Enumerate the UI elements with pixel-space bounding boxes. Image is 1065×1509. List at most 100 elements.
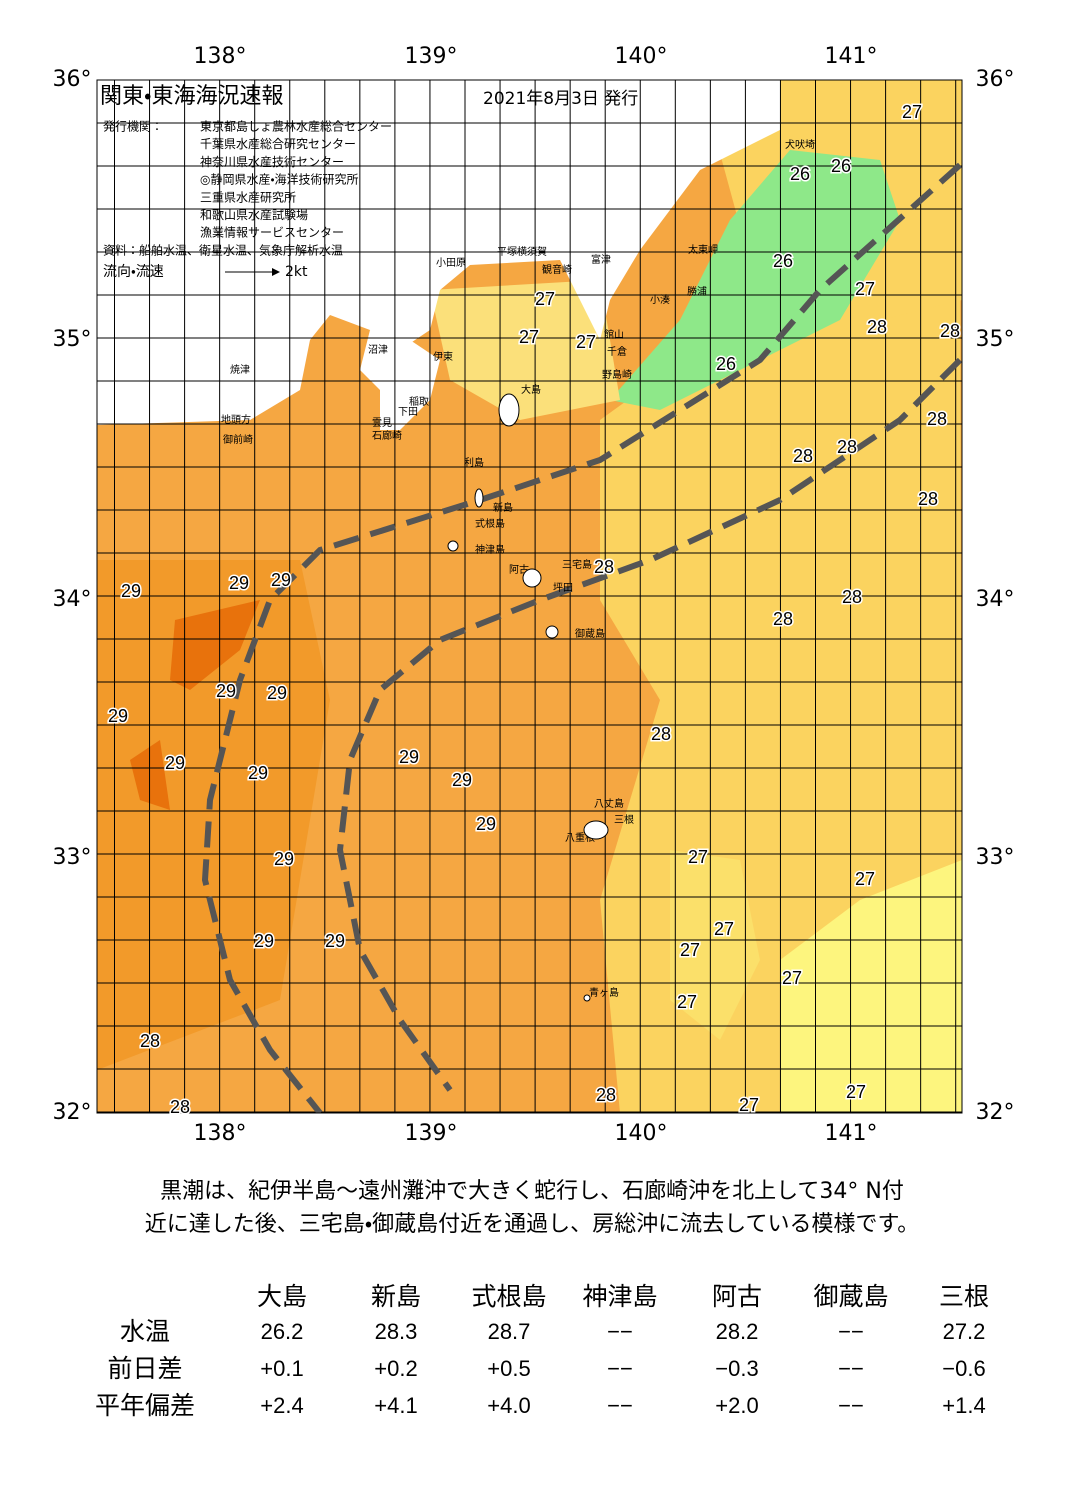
lat-label: 36° (976, 67, 1015, 92)
table-cell: 28.2 (716, 1319, 759, 1344)
place-name: 小湊 (650, 293, 670, 306)
table-cell: +0.1 (260, 1356, 303, 1381)
place-name: 館山 (604, 328, 624, 341)
temperature-label: 28 (594, 557, 614, 577)
place-name: 雲見 (372, 417, 392, 429)
table-cell: 28.7 (488, 1319, 531, 1344)
temperature-label: 29 (452, 770, 472, 790)
temperature-label: 27 (855, 279, 875, 299)
warm-area (97, 560, 330, 1070)
temperature-label: 28 (596, 1085, 616, 1105)
table-header: 阿古 (712, 1282, 762, 1311)
place-name: 大島 (521, 383, 541, 396)
temperature-label: 29 (248, 763, 268, 783)
temperature-label: 27 (846, 1082, 866, 1102)
temperature-label: 29 (274, 849, 294, 869)
row-label: 水温 (120, 1317, 170, 1346)
legend-scale: 2kt (285, 264, 308, 280)
table-cell: −− (607, 1393, 633, 1418)
temperature-label: 29 (325, 931, 345, 951)
place-name: 阿古 (509, 563, 529, 576)
temperature-label: 29 (165, 753, 185, 773)
place-name: 新島 (493, 501, 513, 514)
place-name: 御前崎 (223, 433, 253, 446)
issuer-label: 発行機関： (103, 120, 163, 134)
temperature-label: 28 (773, 609, 793, 629)
island (498, 393, 520, 427)
hot-area (170, 600, 260, 690)
place-name: 犬吠埼 (785, 138, 815, 151)
table-cell: +1.4 (942, 1393, 985, 1418)
grid (97, 80, 962, 1113)
temperature-label: 27 (680, 940, 700, 960)
lat-label: 36° (53, 67, 92, 92)
lat-label: 32° (53, 1100, 92, 1125)
kuroshio-path (201, 162, 962, 1113)
place-name: 下田 (398, 407, 418, 418)
issuer: 漁業情報サービスセンター (200, 226, 344, 240)
temperature-label: 29 (476, 814, 496, 834)
temperature-label: 29 (254, 931, 274, 951)
place-name: 三根 (614, 813, 634, 826)
temperature-label: 28 (927, 409, 947, 429)
table-header: 大島 (257, 1282, 307, 1311)
issuer: 千葉県水産総合研究センター (200, 136, 356, 151)
temperature-label: 27 (535, 289, 555, 309)
temperature-label: 28 (140, 1031, 160, 1051)
table-cell: +0.2 (374, 1356, 417, 1381)
temperature-label: 26 (790, 164, 810, 184)
place-name: 利島 (464, 456, 484, 469)
island (522, 568, 542, 588)
lat-label: 35° (53, 327, 92, 352)
lon-label: 139° (405, 44, 458, 69)
temperature-label: 26 (831, 156, 851, 176)
island (583, 820, 609, 840)
table-cell: −− (838, 1356, 864, 1381)
temperature-label: 27 (782, 968, 802, 988)
place-name: 三宅島 (562, 558, 592, 571)
issuer: 神奈川県水産技術センター (200, 154, 344, 169)
table-cell: −− (838, 1393, 864, 1418)
temperature-label: 26 (773, 251, 793, 271)
temperature-label: 27 (688, 847, 708, 867)
title: 関東・東海海況速報 (100, 84, 283, 109)
lat-label: 34° (976, 587, 1015, 612)
place-name: 野島崎 (602, 368, 632, 381)
place-name: 小田原 (436, 257, 466, 269)
temperature-label: 27 (855, 869, 875, 889)
place-name: 富津 (591, 253, 611, 266)
place-name: 八丈島 (594, 797, 624, 810)
land (360, 330, 440, 430)
lon-label: 140° (615, 44, 668, 69)
table-header: 御蔵島 (813, 1282, 888, 1311)
lon-label: 140° (615, 1121, 668, 1146)
temperature-label: 29 (271, 570, 291, 590)
table-cell: +0.5 (487, 1356, 530, 1381)
temperature-label: 29 (229, 573, 249, 593)
island (545, 625, 559, 639)
lon-label: 141° (825, 1121, 878, 1146)
kuroshio-path (336, 357, 962, 1092)
temperature-label: 28 (170, 1097, 190, 1117)
description: 黒潮は、紀伊半島～遠州灘沖で大きく蛇行し、石廊崎沖を北上して34° N付 (160, 1179, 904, 1204)
temperature-label: 29 (399, 747, 419, 767)
temperature-label: 27 (902, 102, 922, 122)
temperature-label: 29 (267, 683, 287, 703)
source: 資料：船舶水温、衛星水温、気象庁解析水温 (103, 243, 343, 258)
table-header: 神津島 (582, 1282, 657, 1311)
table-header: 式根島 (471, 1282, 546, 1311)
cold-area (610, 150, 900, 410)
map-frame (96, 79, 963, 1114)
lat-label: 34° (53, 587, 92, 612)
bay-area (430, 280, 620, 420)
place-name: 坪田 (553, 581, 573, 594)
temperature-label: 28 (837, 437, 857, 457)
place-name: 横須賀 (517, 245, 547, 258)
temperature-label: 28 (867, 317, 887, 337)
place-name: 御蔵島 (575, 627, 605, 640)
row-label: 平年偏差 (95, 1391, 195, 1420)
table-cell: −− (607, 1356, 633, 1381)
temperature-label: 27 (739, 1095, 759, 1115)
lon-label: 138° (194, 44, 247, 69)
